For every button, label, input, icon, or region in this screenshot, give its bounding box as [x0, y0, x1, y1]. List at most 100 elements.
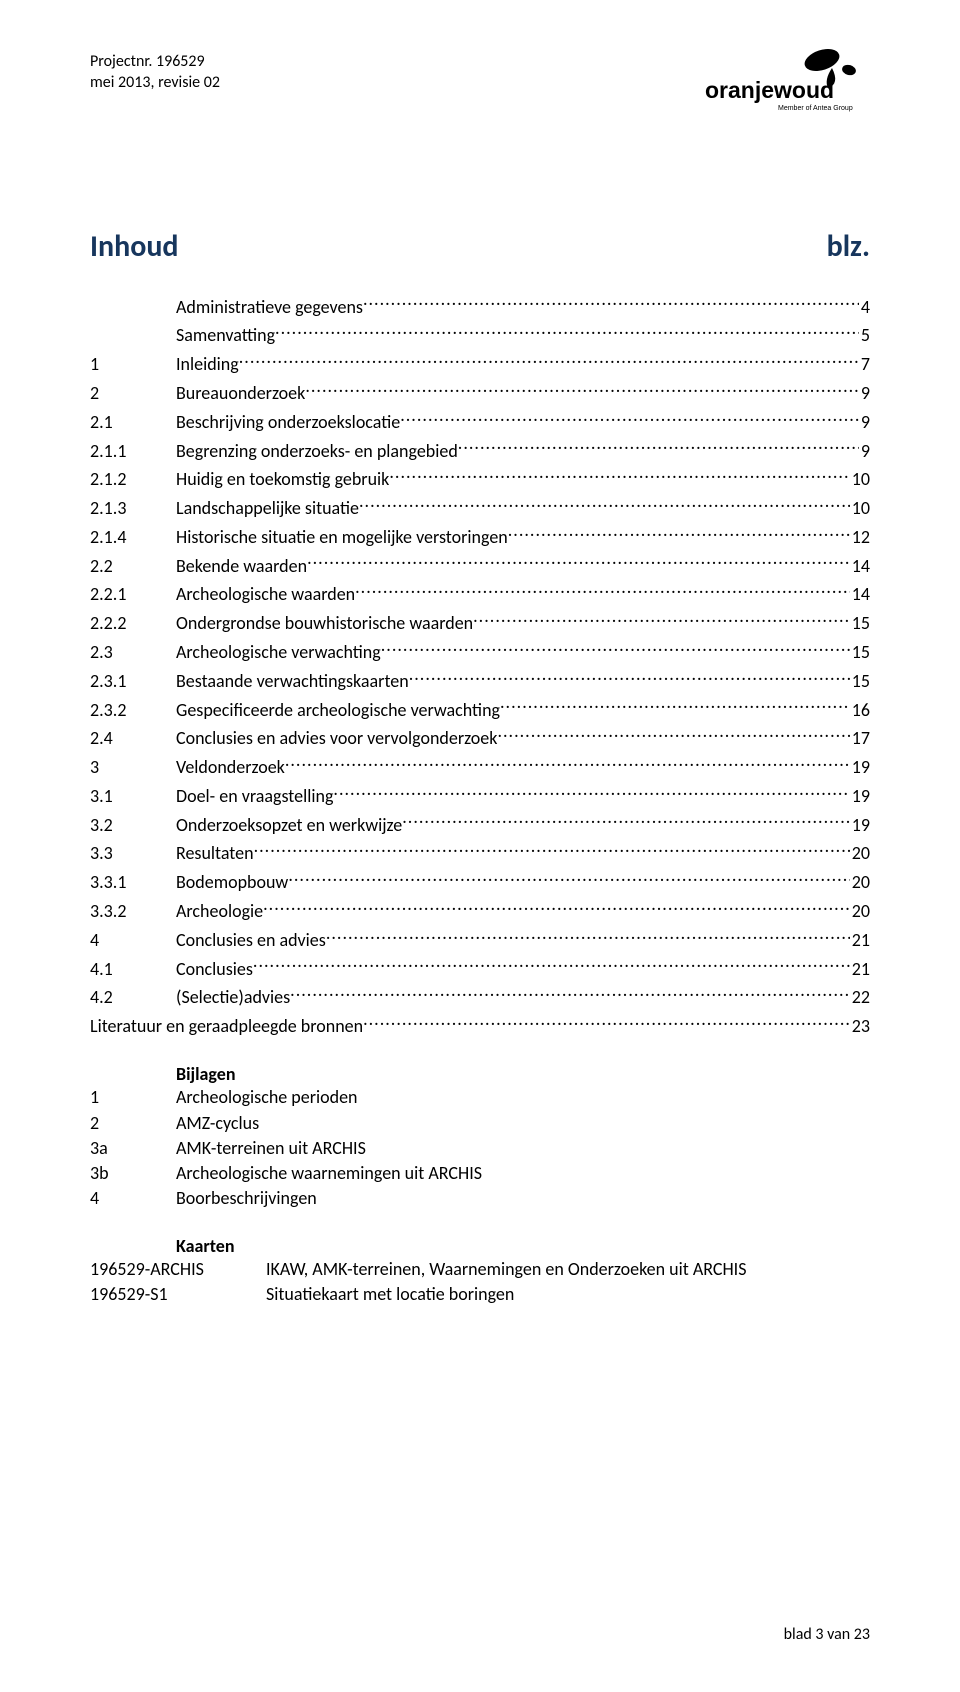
toc-number: 3: [90, 755, 176, 780]
toc-label: Bekende waarden: [176, 554, 307, 579]
toc-leader-dots: [355, 579, 850, 601]
toc-leader-dots: [239, 349, 859, 371]
toc-leader-dots: [381, 636, 850, 658]
bijlage-row: 4Boorbeschrijvingen: [90, 1186, 870, 1211]
bijlage-label: Archeologische perioden: [176, 1085, 358, 1110]
toc-number: 4.2: [90, 985, 176, 1010]
toc-leader-dots: [497, 723, 849, 745]
kaarten-list: 196529-ARCHISIKAW, AMK-terreinen, Waarne…: [90, 1257, 870, 1307]
toc-number: 2.1.4: [90, 525, 176, 550]
page-header: Projectnr. 196529 mei 2013, revisie 02 o…: [90, 48, 870, 118]
bijlage-row: 3aAMK-terreinen uit ARCHIS: [90, 1136, 870, 1161]
toc-label: Ondergrondse bouwhistorische waarden: [176, 611, 473, 636]
toc-number: 3.3.1: [90, 870, 176, 895]
toc-row: 2.3.2Gespecificeerde archeologische verw…: [90, 694, 870, 723]
toc-page-number: 15: [850, 640, 870, 665]
toc-page-number: 20: [850, 870, 870, 895]
header-project-info: Projectnr. 196529 mei 2013, revisie 02: [90, 48, 220, 94]
toc-row: 1Inleiding 7: [90, 349, 870, 378]
toc-row: 2.1.3Landschappelijke situatie 10: [90, 492, 870, 521]
toc-row: 2Bureauonderzoek 9: [90, 377, 870, 406]
toc-row: 3.2Onderzoeksopzet en werkwijze 19: [90, 809, 870, 838]
toc-label: Huidig en toekomstig gebruik: [176, 467, 389, 492]
toc-leader-dots: [409, 665, 850, 687]
toc-row: 3Veldonderzoek 19: [90, 752, 870, 781]
toc-page-number: 19: [850, 755, 870, 780]
toc-label: Historische situatie en mogelijke versto…: [176, 525, 508, 550]
toc-title-row: Inhoud blz.: [90, 228, 870, 265]
toc-page-number: 22: [850, 985, 870, 1010]
toc-number: 2.1.2: [90, 467, 176, 492]
bijlage-label: AMK-terreinen uit ARCHIS: [176, 1136, 366, 1161]
kaart-number: 196529-S1: [90, 1282, 266, 1307]
bijlage-row: 1Archeologische perioden: [90, 1085, 870, 1110]
toc-label: Conclusies: [176, 957, 253, 982]
logo-wordmark: oranjewoud: [705, 77, 834, 103]
toc-label: Resultaten: [176, 841, 254, 866]
toc-number: 2.1.1: [90, 439, 176, 464]
toc-number: 2.1: [90, 410, 176, 435]
logo-subtext: Member of Antea Group: [778, 105, 853, 112]
toc-number: 4: [90, 928, 176, 953]
toc-leader-dots: [253, 953, 850, 975]
toc-page-number: 15: [850, 669, 870, 694]
toc-leader-dots: [263, 895, 850, 917]
toc-row: Literatuur en geraadpleegde bronnen 23: [90, 1011, 870, 1040]
toc-row: 4Conclusies en advies 21: [90, 924, 870, 953]
toc-leader-dots: [290, 982, 850, 1004]
toc-number: 2.4: [90, 726, 176, 751]
toc-leader-dots: [288, 867, 849, 889]
toc-row: 3.3.2Archeologie 20: [90, 895, 870, 924]
toc-leader-dots: [333, 780, 849, 802]
bijlage-label: Boorbeschrijvingen: [176, 1186, 317, 1211]
bijlagen-heading: Bijlagen: [90, 1063, 870, 1085]
bijlage-number: 4: [90, 1186, 176, 1211]
toc-number: 4.1: [90, 957, 176, 982]
toc-row: 2.3.1Bestaande verwachtingskaarten 15: [90, 665, 870, 694]
toc-row: 3.3Resultaten 20: [90, 838, 870, 867]
kaart-row: 196529-S1Situatiekaart met locatie borin…: [90, 1282, 870, 1307]
kaart-label: Situatiekaart met locatie boringen: [266, 1282, 514, 1307]
toc-page-number: 9: [859, 439, 870, 464]
toc-leader-dots: [458, 435, 859, 457]
logo-svg: oranjewoud Member of Antea Group: [700, 48, 870, 118]
kaart-number: 196529-ARCHIS: [90, 1257, 266, 1282]
kaart-row: 196529-ARCHISIKAW, AMK-terreinen, Waarne…: [90, 1257, 870, 1282]
bijlage-label: Archeologische waarnemingen uit ARCHIS: [176, 1161, 482, 1186]
toc-label: Bestaande verwachtingskaarten: [176, 669, 409, 694]
project-number: Projectnr. 196529: [90, 52, 220, 73]
bijlagen-list: 1Archeologische perioden2AMZ-cyclus3aAMK…: [90, 1085, 870, 1211]
toc-number: 2.2.1: [90, 582, 176, 607]
toc-page-number: 16: [850, 698, 870, 723]
toc-row: Administratieve gegevens 4: [90, 291, 870, 320]
toc-number: 2.3.1: [90, 669, 176, 694]
toc-leader-dots: [305, 377, 859, 399]
bijlage-label: AMZ-cyclus: [176, 1111, 259, 1136]
toc-label: (Selectie)advies: [176, 985, 290, 1010]
toc-row: 2.2.2Ondergrondse bouwhistorische waarde…: [90, 608, 870, 637]
toc-label: Bodemopbouw: [176, 870, 288, 895]
toc-label: Conclusies en advies: [176, 928, 326, 953]
toc-label: Beschrijving onderzoekslocatie: [176, 410, 400, 435]
page: Projectnr. 196529 mei 2013, revisie 02 o…: [0, 0, 960, 1692]
table-of-contents: Administratieve gegevens 4Samenvatting 5…: [90, 291, 870, 1039]
revision-date: mei 2013, revisie 02: [90, 73, 220, 94]
kaart-label: IKAW, AMK-terreinen, Waarnemingen en Ond…: [266, 1257, 747, 1282]
toc-page-number: 23: [850, 1014, 870, 1039]
toc-row: 2.1.2Huidig en toekomstig gebruik 10: [90, 464, 870, 493]
toc-leader-dots: [326, 924, 850, 946]
toc-page-number: 15: [850, 611, 870, 636]
toc-row: 2.2Bekende waarden 14: [90, 550, 870, 579]
toc-label: Doel- en vraagstelling: [176, 784, 333, 809]
toc-leader-dots: [363, 1011, 850, 1033]
bijlage-row: 3bArcheologische waarnemingen uit ARCHIS: [90, 1161, 870, 1186]
toc-leader-dots: [508, 521, 850, 543]
toc-label: Begrenzing onderzoeks- en plangebied: [176, 439, 458, 464]
bijlage-number: 2: [90, 1111, 176, 1136]
toc-label: Inleiding: [176, 352, 239, 377]
toc-page-number: 19: [850, 813, 870, 838]
toc-page-number: 4: [859, 295, 870, 320]
toc-page-number: 12: [850, 525, 870, 550]
toc-row: 2.2.1Archeologische waarden 14: [90, 579, 870, 608]
toc-label: Gespecificeerde archeologische verwachti…: [176, 698, 500, 723]
